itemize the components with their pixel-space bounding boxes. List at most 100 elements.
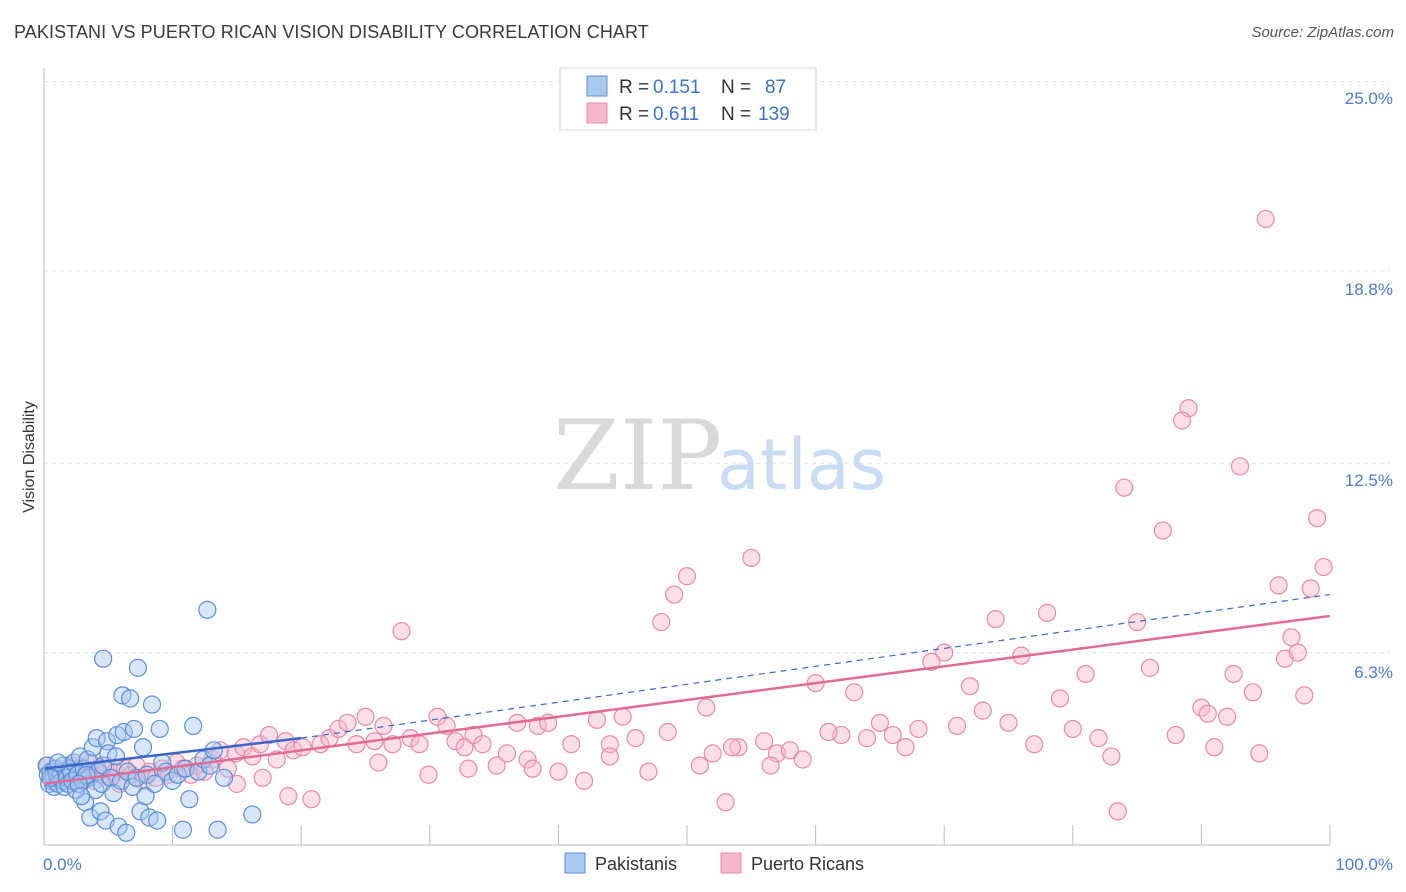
pakistanis-point-79	[94, 649, 113, 668]
puerto-ricans-point-142	[1173, 411, 1192, 430]
puerto-ricans-trend-line	[43, 614, 1331, 786]
puerto-ricans-point-143	[1198, 704, 1217, 723]
puerto-ricans-point-98	[1037, 603, 1057, 622]
puerto-ricans-point-48	[338, 713, 357, 732]
y-axis-title: Vision Disability	[21, 401, 38, 513]
puerto-ricans-point-57	[419, 765, 438, 784]
puerto-ricans-point-135	[973, 701, 992, 720]
puerto-ricans-point-80	[677, 567, 697, 586]
grid	[44, 81, 1390, 654]
legend-swatch-pakistanis	[586, 75, 608, 97]
puerto-ricans-point-121	[459, 759, 478, 778]
puerto-ricans-point-102	[1140, 658, 1160, 677]
puerto-ricans-point-132	[896, 738, 915, 757]
legend-n-label-1: N =	[721, 77, 751, 98]
puerto-ricans-point-144	[1224, 664, 1243, 684]
puerto-ricans-point-125	[697, 698, 716, 717]
x-axis-ticks	[43, 825, 1331, 845]
puerto-ricans-point-148	[1301, 579, 1320, 598]
chart-title: PAKISTANI VS PUERTO RICAN VISION DISABIL…	[14, 22, 649, 42]
legend-r-label-2: R =	[619, 104, 649, 125]
legend-swatch-puerto-ricans	[586, 102, 608, 124]
legend-n-label-2: N =	[721, 104, 751, 125]
bottom-legend: Pakistanis Puerto Ricans	[564, 852, 864, 874]
puerto-ricans-point-122	[523, 759, 542, 778]
puerto-ricans-point-116	[1314, 557, 1333, 577]
bottom-legend-swatch-puerto-ricans	[720, 852, 742, 874]
pakistanis-point-75	[200, 756, 219, 775]
y-tick-label-6-3: 6.3%	[1354, 663, 1393, 682]
puerto-ricans-point-119	[279, 787, 298, 806]
puerto-ricans-point-63	[473, 735, 492, 754]
puerto-ricans-point-72	[575, 771, 594, 790]
puerto-ricans-point-103	[1153, 521, 1172, 540]
puerto-ricans-point-92	[883, 725, 902, 745]
pakistanis-trend-dashed	[301, 593, 1331, 739]
bottom-legend-swatch-pakistanis	[564, 852, 586, 874]
pakistanis-point-64	[150, 719, 169, 739]
x-tick-label-min: 0.0%	[43, 855, 82, 874]
puerto-ricans-point-133	[922, 652, 941, 671]
puerto-ricans-point-101	[1115, 478, 1134, 497]
y-tick-label-12-5: 12.5%	[1345, 471, 1393, 490]
pakistanis-point-55	[128, 658, 147, 677]
bottom-legend-label-pakistanis: Pakistanis	[595, 854, 677, 874]
puerto-ricans-point-76	[626, 729, 645, 748]
puerto-ricans-point-130	[845, 683, 864, 702]
puerto-ricans-point-96	[986, 609, 1005, 629]
puerto-ricans-point-85	[742, 548, 761, 568]
puerto-ricans-point-126	[722, 738, 742, 757]
pakistanis-point-86	[72, 787, 91, 806]
pakistanis-point-78	[214, 768, 234, 787]
puerto-ricans-point-99	[1063, 719, 1082, 739]
pakistanis-point-71	[180, 790, 199, 809]
puerto-ricans-point-60	[446, 732, 465, 751]
puerto-ricans-point-127	[761, 756, 780, 775]
puerto-ricans-point-79	[665, 585, 684, 604]
puerto-ricans-point-82	[703, 744, 722, 763]
puerto-ricans-point-75	[613, 707, 632, 726]
puerto-ricans-point-81	[690, 756, 709, 775]
puerto-ricans-point-107	[1205, 738, 1224, 757]
puerto-ricans-point-134	[947, 716, 967, 735]
puerto-ricans-point-137	[1025, 735, 1044, 754]
pakistanis-point-77	[208, 820, 227, 839]
puerto-ricans-point-65	[497, 744, 517, 763]
pakistanis-point-52	[123, 777, 142, 797]
puerto-ricans-point-68	[528, 716, 547, 735]
puerto-ricans-point-115	[1308, 509, 1327, 528]
puerto-ricans-point-86	[755, 732, 774, 751]
puerto-ricans-point-138	[1050, 689, 1070, 708]
puerto-ricans-point-84	[729, 738, 748, 757]
puerto-ricans-point-111	[1256, 209, 1275, 229]
puerto-ricans-point-44	[302, 790, 321, 809]
legend-r-value-1: 0.151	[653, 77, 701, 98]
puerto-ricans-point-64	[487, 756, 506, 775]
puerto-ricans-point-95	[960, 677, 980, 696]
legend-r-label-1: R =	[619, 77, 649, 98]
puerto-ricans-point-109	[1230, 457, 1250, 476]
puerto-ricans-point-71	[562, 735, 581, 754]
puerto-ricans-point-131	[870, 713, 890, 732]
pakistanis-point-61	[142, 695, 162, 714]
puerto-ricans-point-67	[518, 750, 537, 769]
puerto-ricans-point-70	[549, 762, 568, 781]
puerto-ricans-point-110	[1243, 683, 1262, 702]
puerto-ricans-point-145	[1250, 744, 1269, 763]
legend-n-value-1: 87	[765, 77, 786, 98]
puerto-ricans-point-112	[1269, 576, 1288, 595]
puerto-ricans-point-141	[1127, 612, 1147, 632]
puerto-ricans-point-123	[600, 747, 619, 766]
puerto-ricans-point-136	[999, 713, 1018, 732]
y-tick-label-18-8: 18.8%	[1345, 280, 1393, 299]
legend-r-value-2: 0.611	[653, 104, 699, 125]
chart-source: Source: ZipAtlas.com	[1251, 24, 1394, 41]
watermark-atlas: atlas	[717, 424, 886, 506]
pakistanis-point-80	[198, 600, 217, 619]
puerto-ricans-point-77	[639, 762, 658, 781]
puerto-ricans-point-124	[658, 722, 677, 742]
puerto-ricans-point-50	[356, 707, 375, 726]
legend-n-value-2: 139	[758, 104, 790, 125]
pakistanis-point-30	[81, 808, 100, 827]
pakistanis-point-58	[136, 787, 155, 806]
